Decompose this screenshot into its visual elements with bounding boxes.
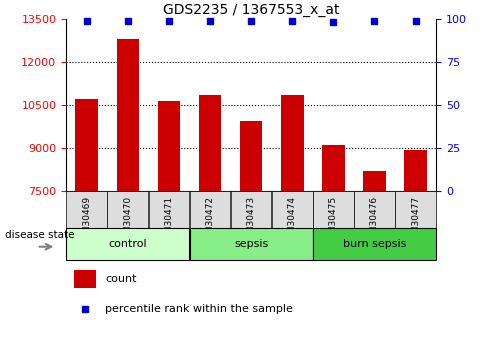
Text: GSM30470: GSM30470 bbox=[123, 196, 132, 245]
Text: GSM30473: GSM30473 bbox=[246, 196, 256, 245]
Bar bbox=[199, 95, 221, 191]
Text: GSM30472: GSM30472 bbox=[205, 196, 215, 245]
Bar bbox=[75, 99, 98, 191]
FancyBboxPatch shape bbox=[313, 228, 436, 260]
Bar bbox=[158, 101, 180, 191]
FancyBboxPatch shape bbox=[272, 191, 313, 228]
FancyBboxPatch shape bbox=[66, 228, 189, 260]
Text: GSM30471: GSM30471 bbox=[165, 196, 173, 245]
FancyBboxPatch shape bbox=[231, 191, 271, 228]
Bar bbox=[363, 171, 386, 191]
Text: GSM30476: GSM30476 bbox=[370, 196, 379, 245]
Bar bbox=[240, 121, 263, 191]
Title: GDS2235 / 1367553_x_at: GDS2235 / 1367553_x_at bbox=[163, 2, 340, 17]
Text: disease state: disease state bbox=[5, 230, 74, 240]
Text: percentile rank within the sample: percentile rank within the sample bbox=[105, 304, 293, 314]
Text: control: control bbox=[108, 239, 147, 249]
FancyBboxPatch shape bbox=[190, 228, 313, 260]
FancyBboxPatch shape bbox=[395, 191, 436, 228]
Bar bbox=[322, 146, 344, 191]
FancyBboxPatch shape bbox=[66, 191, 107, 228]
Text: GSM30469: GSM30469 bbox=[82, 196, 91, 245]
Text: GSM30477: GSM30477 bbox=[411, 196, 420, 245]
FancyBboxPatch shape bbox=[313, 191, 354, 228]
Text: sepsis: sepsis bbox=[234, 239, 268, 249]
Text: burn sepsis: burn sepsis bbox=[343, 239, 406, 249]
FancyBboxPatch shape bbox=[148, 191, 189, 228]
Bar bbox=[117, 39, 139, 191]
Bar bbox=[404, 150, 427, 191]
Bar bbox=[281, 95, 303, 191]
FancyBboxPatch shape bbox=[107, 191, 148, 228]
FancyBboxPatch shape bbox=[354, 191, 395, 228]
Text: count: count bbox=[105, 274, 137, 284]
Text: GSM30475: GSM30475 bbox=[329, 196, 338, 245]
Bar bbox=[74, 270, 96, 288]
Text: GSM30474: GSM30474 bbox=[288, 196, 297, 245]
FancyBboxPatch shape bbox=[190, 191, 230, 228]
